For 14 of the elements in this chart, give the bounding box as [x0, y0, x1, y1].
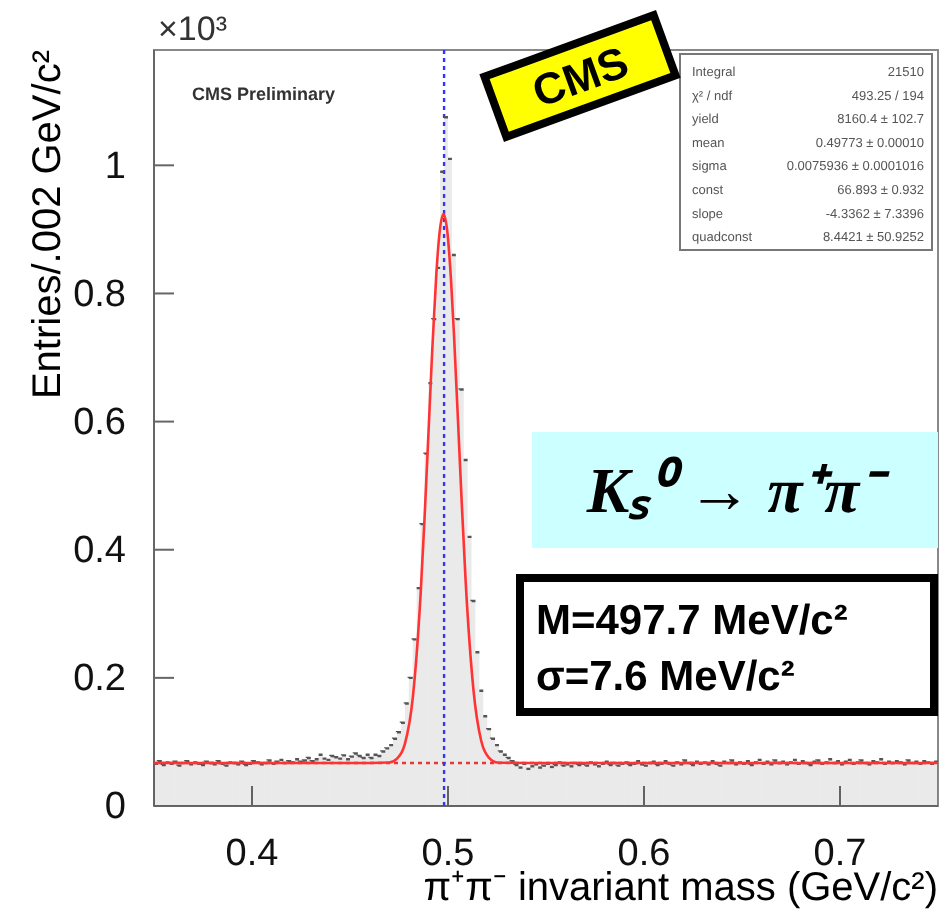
y-axis-title: Entries/.002 GeV/c² — [26, 49, 70, 400]
annotation: σ=7.6 MeV/c² — [536, 654, 795, 700]
text: ×10³ — [158, 10, 228, 48]
y-tick-label: 0.8 — [73, 273, 126, 316]
annotation: Kₛ⁰ → π⁺π⁻ — [584, 454, 892, 526]
annotation: CMS — [525, 36, 635, 118]
annotation: CMS Preliminary — [192, 84, 336, 104]
x-tick-label: 0.4 — [225, 832, 280, 875]
y-tick-label: 1 — [104, 145, 126, 188]
y-tick-label: 0.4 — [73, 529, 127, 572]
y-tick-label: 0 — [104, 786, 126, 829]
annotation: M=497.7 MeV/c² — [536, 598, 848, 644]
y-tick-label: 0.6 — [73, 401, 126, 444]
y-tick-label: 0.2 — [73, 658, 126, 701]
